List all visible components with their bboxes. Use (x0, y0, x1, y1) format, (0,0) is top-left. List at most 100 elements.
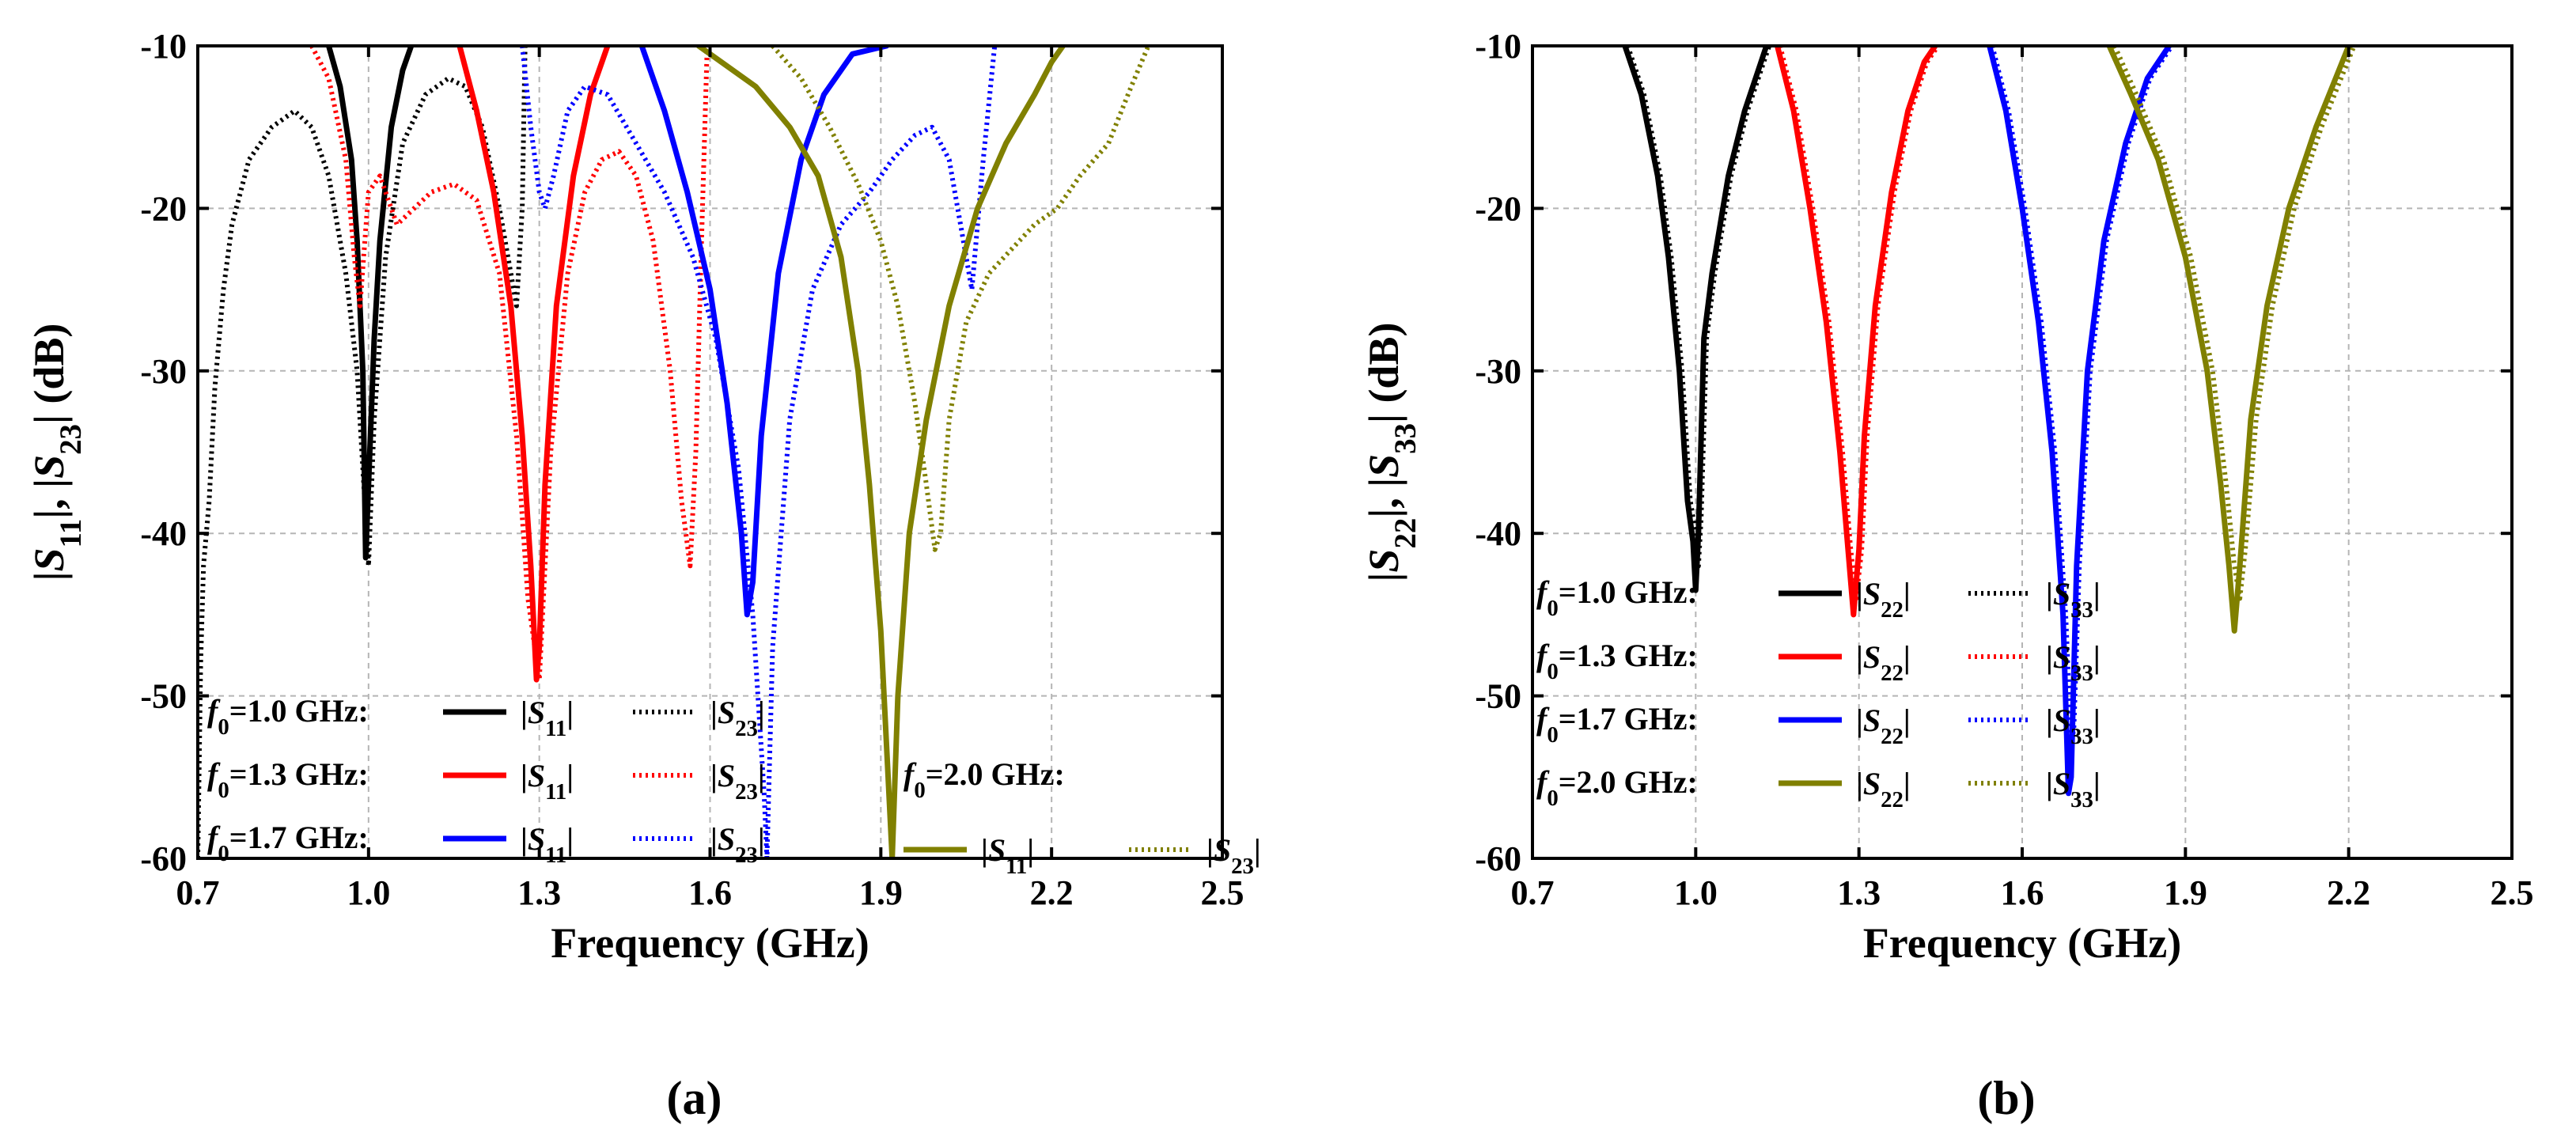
text-part: |, | (25, 479, 73, 519)
text-part: 0 (1547, 786, 1558, 811)
y-tick-label: -60 (1475, 839, 1521, 878)
legend-dotted-label: |S23| (710, 695, 765, 741)
legend-freq-label: f0=1.7 GHz: (207, 820, 369, 866)
x-tick-label: 1.0 (1674, 873, 1718, 912)
text-part: | (521, 821, 528, 857)
legend-freq-label: f0=2.0 GHz: (1536, 764, 1698, 811)
text-part: 23 (735, 843, 758, 868)
legend-solid-label: |S22| (1856, 703, 1911, 749)
text-part: f (207, 820, 221, 855)
text-part: S (25, 547, 73, 571)
text-part: | (758, 821, 765, 857)
text-part: | (2093, 639, 2101, 675)
text-part: | (1856, 766, 1863, 801)
series-line (520, 46, 998, 858)
series-line (1622, 46, 1770, 593)
text-part: | (521, 758, 528, 793)
x-tick-label: 0.7 (176, 873, 220, 912)
y-tick-label: -10 (1475, 27, 1521, 66)
text-part: 33 (2070, 724, 2093, 749)
x-tick-label: 1.3 (1837, 873, 1881, 912)
text-part: | (521, 695, 528, 730)
text-part: f (1536, 574, 1550, 610)
text-part: | (566, 758, 574, 793)
text-part: 11 (1006, 854, 1027, 879)
x-tick-label: 2.2 (1030, 873, 1074, 912)
legend: f0=1.0 GHz: |S22| |S33|f0=1.3 GHz: |S22| |S3… (1536, 574, 2101, 812)
text-part: S (2053, 576, 2070, 612)
text-part: S (1360, 454, 1407, 478)
text-part: S (718, 821, 735, 857)
text-part: 33 (2070, 661, 2093, 686)
text-part: 0 (218, 714, 229, 740)
y-tick-label: -20 (1475, 189, 1521, 228)
text-part: S (2053, 703, 2070, 738)
text-part: 0 (218, 778, 229, 803)
text-part: 33 (1388, 423, 1422, 454)
legend-solid-label: |S11| (521, 758, 574, 805)
series-line (2112, 46, 2357, 601)
panel-caption: (a) (667, 1072, 722, 1124)
legend-dotted-label: |S33| (2046, 576, 2101, 623)
text-part: f (207, 693, 221, 729)
text-part: 11 (545, 716, 566, 741)
text-part: S (25, 455, 73, 479)
text-part: =1.0 GHz: (229, 693, 369, 729)
legend-dotted-label: |S23| (710, 758, 765, 805)
legend-freq-label: f0=1.3 GHz: (207, 756, 369, 803)
text-part: S (718, 758, 735, 793)
x-tick-label: 1.6 (2001, 873, 2044, 912)
text-part: S (1863, 576, 1881, 612)
text-part: | (758, 758, 765, 793)
y-tick-label: -40 (1475, 514, 1521, 553)
series-line (309, 46, 710, 683)
text-part: S (1863, 766, 1881, 801)
text-part: | (1856, 576, 1863, 612)
chart-panel-a: 0.7 1.0 1.3 1.6 1.9 2.2 2.5 -10 -20 -30 -40 -50 -60 F… (25, 27, 1261, 1124)
text-part: 0 (1547, 596, 1558, 621)
y-axis-label: |S11|, |S23| (dB) (25, 324, 88, 581)
panel-caption: (b) (1977, 1072, 2035, 1124)
x-axis-label: Frequency (GHz) (1863, 919, 2181, 967)
text-part: | (566, 821, 574, 857)
series-group (1622, 46, 2357, 797)
x-tick-label: 2.5 (1201, 873, 1244, 912)
x-tick-label: 1.6 (688, 873, 732, 912)
legend-freq-label: f0=1.0 GHz: (207, 693, 369, 740)
legend-solid-label: |S11| (521, 821, 574, 868)
series-line (695, 46, 1066, 858)
chart-panel-b: 0.7 1.0 1.3 1.6 1.9 2.2 2.5 -10 -20 -30 -40 -50 -60 F… (1360, 27, 2534, 1124)
text-part: | (981, 832, 988, 868)
text-part: S (528, 695, 545, 730)
text-part: | (1856, 703, 1863, 738)
y-axis-label: |S22|, |S33| (dB) (1360, 323, 1422, 582)
text-part: | (566, 695, 574, 730)
y-tick-label: -10 (140, 27, 187, 66)
text-part: | (2093, 703, 2101, 738)
series-line (771, 46, 1151, 552)
text-part: f (1536, 701, 1550, 737)
text-part: S (528, 758, 545, 793)
text-part: 11 (54, 519, 88, 548)
text-part: | (710, 758, 718, 793)
text-part: 0 (218, 841, 229, 866)
x-tick-label: 2.2 (2327, 873, 2370, 912)
text-part: | (1254, 832, 1261, 868)
text-part: 22 (1388, 518, 1422, 549)
x-tick-label: 1.9 (859, 873, 903, 912)
text-part: | (1856, 639, 1863, 675)
text-part: | (1360, 573, 1407, 582)
text-part: | (1904, 576, 1911, 612)
text-part: | (1027, 832, 1034, 868)
text-part: S (988, 832, 1006, 868)
y-tick-label: -60 (140, 839, 187, 878)
text-part: 33 (2070, 597, 2093, 623)
x-tick-label: 1.0 (347, 873, 390, 912)
text-part: | (dB) (1360, 323, 1407, 423)
legend-freq-label: f0=2.0 GHz: (903, 756, 1065, 803)
text-part: | (2093, 766, 2101, 801)
text-part: S (1863, 639, 1881, 675)
text-part: =1.7 GHz: (229, 820, 369, 855)
text-part: 33 (2070, 787, 2093, 812)
series-line (326, 46, 415, 561)
